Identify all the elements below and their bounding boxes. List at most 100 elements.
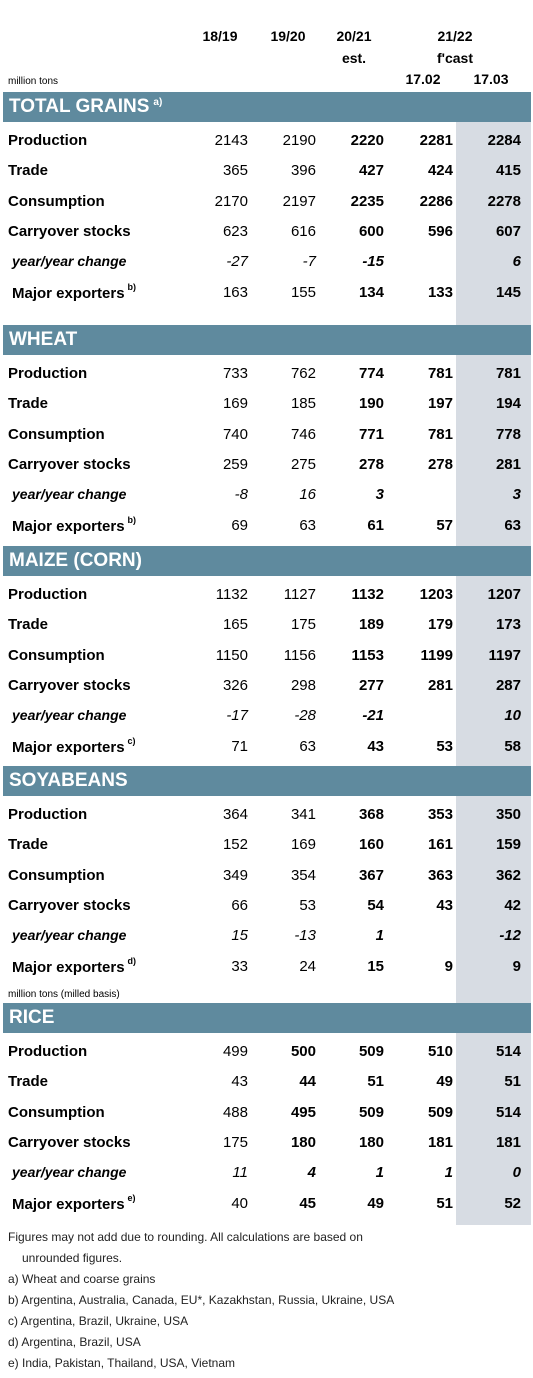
row-label: Carryover stocks xyxy=(8,223,131,240)
row-label-text: Trade xyxy=(8,616,49,634)
table-row: Major exporters b) 69 63 61 57 63 xyxy=(0,511,533,541)
table-cell: 509 xyxy=(427,1103,453,1121)
table-cell: -15 xyxy=(362,253,384,271)
table-row: Carryover stocks 623 616 600 596 607 xyxy=(0,217,533,247)
row-label: Consumption xyxy=(8,193,105,210)
row-label-text: year/year change xyxy=(12,253,127,270)
table-cell: 354 xyxy=(290,866,316,884)
table-cell: 287 xyxy=(495,676,521,694)
footnote-c: c) Argentina, Brazil, Ukraine, USA xyxy=(8,1314,189,1328)
section-header-wheat: WHEAT xyxy=(3,325,531,355)
row-label-text: Trade xyxy=(8,395,49,413)
footnote-line: unrounded figures. xyxy=(22,1251,123,1265)
table-cell: 259 xyxy=(222,455,248,473)
table-cell: 746 xyxy=(290,425,316,443)
forecast-column-shade xyxy=(456,95,531,1225)
table-cell: 54 xyxy=(367,896,384,914)
table-cell: 427 xyxy=(358,162,384,180)
table-cell: 66 xyxy=(231,896,248,914)
section-title: TOTAL GRAINS xyxy=(9,96,150,117)
row-label-text: Major exporters xyxy=(12,284,125,302)
row-label-text: year/year change xyxy=(12,1164,127,1181)
footnotes: Figures may not add due to rounding. All… xyxy=(8,1227,394,1374)
row-label-text: Production xyxy=(8,132,88,149)
table-cell: 774 xyxy=(358,365,384,382)
col-header-1703: 17.03 xyxy=(473,71,509,87)
row-label: Major exporters b) xyxy=(12,514,137,535)
table-row: Carryover stocks 175 180 180 181 181 xyxy=(0,1128,533,1158)
table-cell: 197 xyxy=(427,395,453,413)
table-row: Carryover stocks 66 53 54 43 42 xyxy=(0,891,533,921)
row-label-text: Carryover stocks xyxy=(8,1133,131,1151)
row-label-text: Trade xyxy=(8,836,49,854)
table-cell: 2286 xyxy=(419,192,453,210)
row-label: Trade xyxy=(8,836,48,853)
table-cell: 9 xyxy=(444,957,453,975)
table-cell: 133 xyxy=(427,283,453,301)
row-label: Carryover stocks xyxy=(8,456,131,473)
table-cell: 71 xyxy=(231,737,248,755)
table-cell: 781 xyxy=(495,365,521,382)
table-row: Production 1132 1127 1132 1203 1207 xyxy=(0,580,533,610)
row-footnote-ref: b) xyxy=(127,514,137,525)
table-cell: 509 xyxy=(358,1103,384,1121)
table-cell: 44 xyxy=(299,1073,316,1091)
table-cell: 415 xyxy=(495,162,521,180)
table-cell: 194 xyxy=(495,395,521,413)
row-label-text: Consumption xyxy=(8,425,105,443)
table-cell: 181 xyxy=(427,1133,453,1151)
row-label-text: Major exporters xyxy=(12,517,125,535)
table-cell: 278 xyxy=(358,455,384,473)
table-cell: 161 xyxy=(427,836,453,854)
table-cell: 368 xyxy=(358,806,384,823)
table-cell: -13 xyxy=(294,927,316,945)
row-label: year/year change xyxy=(12,707,126,723)
table-cell: 1132 xyxy=(351,586,384,603)
table-cell: 152 xyxy=(222,836,248,854)
table-row: Major exporters e) 40 45 49 51 52 xyxy=(0,1189,533,1219)
table-cell: 24 xyxy=(299,957,316,975)
table-cell: 63 xyxy=(299,737,316,755)
table-cell: 3 xyxy=(512,486,521,504)
table-cell: -8 xyxy=(234,486,248,504)
table-cell: 616 xyxy=(290,222,316,240)
row-label: year/year change xyxy=(12,1164,126,1180)
row-label: Production xyxy=(8,365,87,382)
table-cell: 781 xyxy=(427,365,453,382)
row-label: Major exporters b) xyxy=(12,282,136,302)
table-cell: 181 xyxy=(495,1133,521,1151)
table-cell: 488 xyxy=(222,1103,248,1121)
row-label-text: year/year change xyxy=(12,927,127,944)
table-cell: 175 xyxy=(290,616,316,634)
table-cell: 169 xyxy=(222,395,248,413)
table-cell: 57 xyxy=(436,516,453,534)
table-cell: 326 xyxy=(222,676,248,694)
table-cell: 1150 xyxy=(215,646,248,664)
section-title: RICE xyxy=(9,1007,55,1028)
table-cell: 2190 xyxy=(282,132,316,149)
table-cell: 514 xyxy=(495,1103,521,1121)
table-cell: 349 xyxy=(222,866,248,884)
table-row: Consumption 740 746 771 781 778 xyxy=(0,420,533,450)
table-cell: 364 xyxy=(222,806,248,823)
row-label: year/year change xyxy=(12,253,126,269)
table-cell: 16 xyxy=(299,486,316,504)
table-cell: 180 xyxy=(290,1133,316,1151)
table-cell: 52 xyxy=(504,1194,521,1212)
table-row: Trade 365 396 427 424 415 xyxy=(0,156,533,186)
table-row: Production 2143 2190 2220 2281 2284 xyxy=(0,126,533,156)
table-cell: 155 xyxy=(290,283,316,301)
table-cell: 771 xyxy=(358,425,384,443)
table-cell: 43 xyxy=(367,737,384,755)
table-cell: 510 xyxy=(427,1043,453,1060)
table-cell: 63 xyxy=(504,516,521,534)
row-label-text: Consumption xyxy=(8,646,105,664)
row-label-text: Major exporters xyxy=(12,738,125,756)
row-label: Trade xyxy=(8,616,48,633)
table-cell: 2284 xyxy=(487,132,521,149)
table-cell: 165 xyxy=(222,616,248,634)
row-label: Major exporters e) xyxy=(12,1193,136,1213)
row-label: Consumption xyxy=(8,1104,105,1121)
table-cell: 53 xyxy=(299,896,316,914)
section-title: SOYABEANS xyxy=(9,770,128,791)
